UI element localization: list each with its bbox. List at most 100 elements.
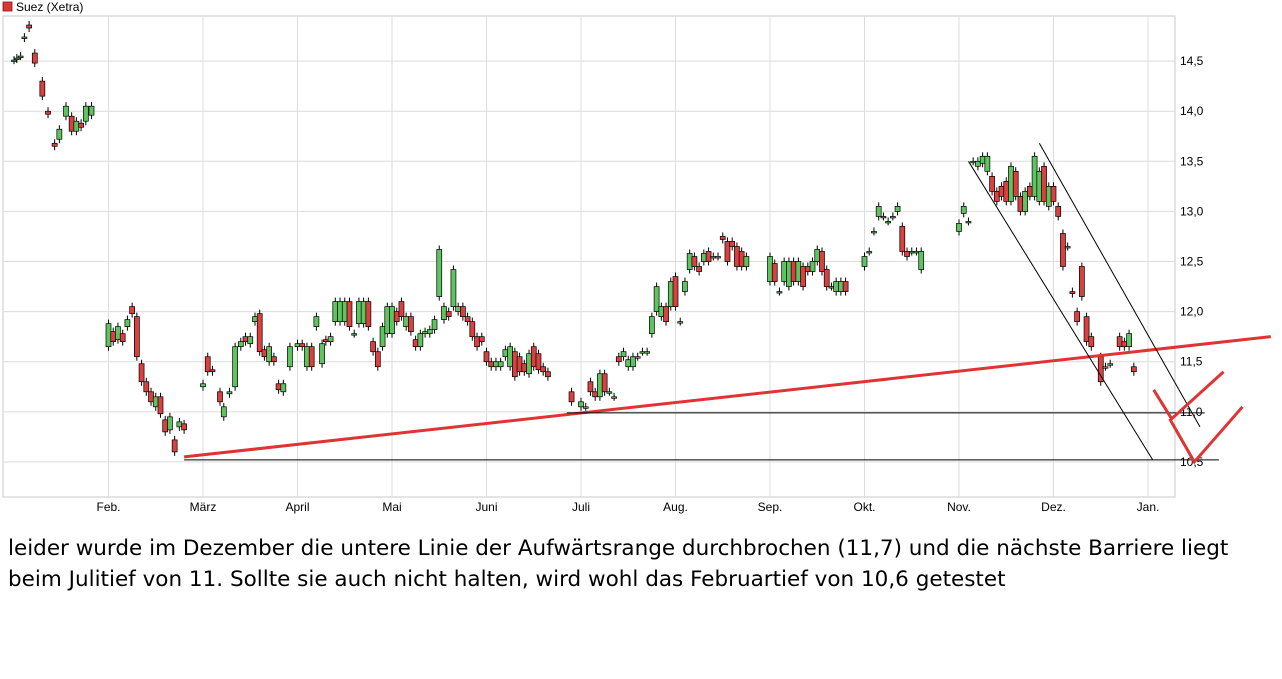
candle <box>526 349 532 378</box>
y-tick-label: 13,5 <box>1180 154 1204 168</box>
candle <box>535 349 542 374</box>
candle <box>143 377 150 396</box>
x-tick-label: Mai <box>382 500 401 514</box>
candle <box>460 302 466 321</box>
candle <box>644 347 651 356</box>
scenario-a-line <box>1152 370 1225 422</box>
candle <box>1031 152 1038 201</box>
candle <box>719 232 726 244</box>
candle <box>408 312 414 336</box>
candle <box>1045 182 1052 211</box>
candle <box>266 342 272 366</box>
candle <box>78 119 84 132</box>
candle <box>232 342 238 391</box>
plot-area <box>2 15 1176 498</box>
y-tick-label: 11,5 <box>1180 355 1203 369</box>
x-tick-label: Sep. <box>758 500 783 514</box>
x-tick-label: Juli <box>572 500 590 514</box>
candle <box>871 227 877 236</box>
candle <box>280 379 287 396</box>
candle <box>337 297 343 326</box>
candle <box>545 367 551 381</box>
candle <box>875 202 882 221</box>
candle <box>365 297 372 331</box>
channel-upper-line <box>1038 143 1201 428</box>
candle <box>771 259 778 286</box>
candle <box>226 387 233 398</box>
candle <box>13 54 20 64</box>
x-tick-label: Feb. <box>96 500 120 514</box>
candle <box>696 262 702 276</box>
candle <box>271 352 277 366</box>
candle <box>904 247 910 261</box>
x-tick-label: Dez. <box>1041 500 1066 514</box>
candle <box>370 337 376 356</box>
candle <box>398 297 405 321</box>
candle <box>743 252 750 271</box>
candle <box>889 212 896 221</box>
candle <box>17 52 24 61</box>
candle <box>984 152 991 176</box>
candle <box>649 312 655 338</box>
candle <box>360 297 367 328</box>
candle <box>124 315 131 331</box>
candle <box>724 237 731 266</box>
y-tick-label: 14,5 <box>1180 54 1204 68</box>
candle <box>776 287 783 296</box>
candle <box>682 277 688 296</box>
candle <box>672 272 679 311</box>
candle <box>247 332 254 348</box>
candle <box>1078 262 1085 301</box>
candle <box>965 217 972 226</box>
candle <box>1126 329 1132 351</box>
rising-trendline-line <box>183 335 1272 459</box>
candle <box>1097 352 1104 386</box>
candle <box>1050 182 1057 206</box>
candle <box>634 352 641 361</box>
candle <box>677 317 684 326</box>
candle <box>819 247 825 276</box>
candle <box>611 392 617 401</box>
candle <box>308 342 315 371</box>
candle <box>667 277 674 311</box>
candle <box>653 282 660 316</box>
candle <box>866 247 873 256</box>
candle <box>134 312 140 361</box>
candle <box>861 252 868 271</box>
candle <box>129 302 135 318</box>
candle <box>63 102 69 121</box>
candle <box>795 257 802 286</box>
candle <box>220 402 227 421</box>
candle <box>1036 167 1043 206</box>
candle <box>1055 202 1062 221</box>
candle <box>389 302 395 338</box>
candle <box>1041 162 1047 206</box>
candle <box>894 202 901 216</box>
candle <box>304 342 310 371</box>
candle <box>1069 287 1076 298</box>
candle <box>1088 332 1095 351</box>
candle <box>842 277 849 296</box>
y-tick-label: 14,0 <box>1180 104 1204 118</box>
candle <box>217 387 223 406</box>
candle <box>39 77 46 101</box>
candlesticks <box>11 21 1137 456</box>
candle <box>384 302 391 338</box>
x-axis: Feb. März April Mai Juni Juli Aug. Sep. Okt. Nov.… <box>96 500 1159 514</box>
candle <box>319 339 325 368</box>
candle <box>379 322 386 351</box>
candle <box>568 387 575 406</box>
candle <box>880 212 887 221</box>
y-axis: 14,514,013,513,012,512,011,511,010,5 <box>1180 54 1204 469</box>
y-tick-label: 12,0 <box>1180 305 1204 319</box>
candle <box>181 419 187 434</box>
candle <box>800 262 806 291</box>
candle <box>26 21 32 33</box>
scenario-b-line <box>1168 405 1244 465</box>
candle <box>82 102 89 126</box>
candle <box>630 352 636 371</box>
candle <box>956 219 962 236</box>
x-tick-label: Aug. <box>663 500 688 514</box>
candle <box>356 297 362 328</box>
candle <box>1008 162 1014 206</box>
